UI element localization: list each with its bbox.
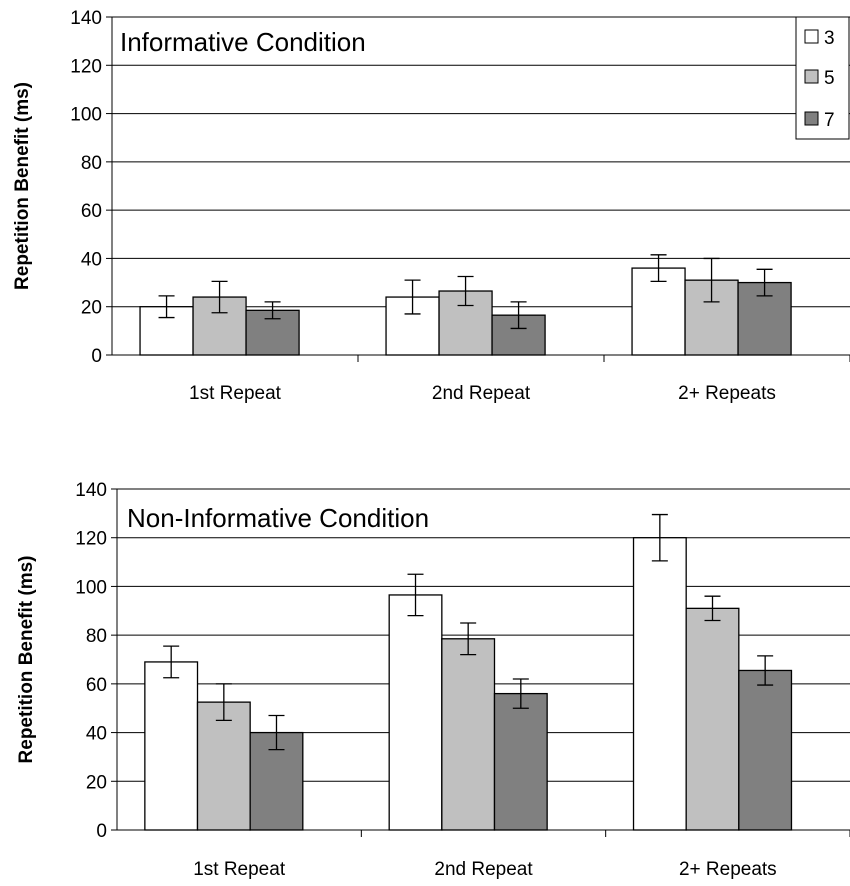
x-tick-label: 1st Repeat [193, 859, 286, 880]
y-tick-label: 100 [70, 105, 102, 126]
y-tick-label: 60 [86, 675, 107, 696]
bar-2nd-repeat-7 [493, 692, 548, 831]
y-tick-label: 120 [75, 529, 107, 550]
bar-1st-repeat-3 [144, 661, 199, 831]
y-tick-label: 40 [81, 249, 102, 270]
panel-informative: 0 20 40 60 80 100 120 140 1st Repeat 2nd Repeat 2+… [12, 8, 850, 404]
y-tick-label: 100 [75, 577, 107, 598]
y-tick-label: 40 [86, 724, 107, 745]
bar-2-repeats-5 [685, 607, 740, 831]
legend: 3 5 7 [795, 16, 850, 140]
bar-1st-repeat-5 [196, 701, 251, 831]
panel-title: Non-Informative Condition [127, 503, 429, 533]
y-tick-label: 80 [86, 626, 107, 647]
y-tick-label: 0 [96, 821, 107, 842]
y-tick-label: 140 [70, 8, 102, 29]
legend-label-5: 5 [824, 68, 835, 89]
x-tick-label: 2nd Repeat [432, 383, 531, 404]
legend-swatch-7 [804, 111, 819, 126]
bar-2-repeats-3 [631, 267, 686, 356]
panel-non-informative: 0 20 40 60 80 100 120 140 1st Repeat 2nd Repeat 2+… [16, 480, 850, 880]
y-tick-label: 0 [91, 346, 102, 367]
y-tick-label: 20 [86, 772, 107, 793]
y-tick-label: 80 [81, 153, 102, 174]
x-tick-label: 2nd Repeat [434, 859, 533, 880]
legend-swatch-3 [804, 29, 819, 44]
y-tick-label: 60 [81, 201, 102, 222]
x-tick-label: 1st Repeat [189, 383, 282, 404]
bar-2-repeats-3 [632, 537, 687, 831]
y-tick-label: 140 [75, 480, 107, 501]
y-tick-label: 120 [70, 56, 102, 77]
x-tick-label: 2+ Repeats [678, 383, 776, 404]
y-axis-label: Repetition Benefit (ms) [16, 556, 37, 764]
legend-label-3: 3 [824, 28, 835, 49]
legend-label-7: 7 [824, 110, 835, 131]
y-axis-label: Repetition Benefit (ms) [12, 82, 33, 290]
y-tick-label: 20 [81, 298, 102, 319]
legend-swatch-5 [804, 69, 819, 84]
bar-2nd-repeat-5 [441, 638, 496, 831]
bar-2-repeats-7 [738, 669, 793, 831]
panel-title: Informative Condition [120, 27, 366, 57]
bar-2nd-repeat-3 [388, 594, 443, 831]
legend-box [795, 16, 850, 140]
x-tick-label: 2+ Repeats [679, 859, 777, 880]
